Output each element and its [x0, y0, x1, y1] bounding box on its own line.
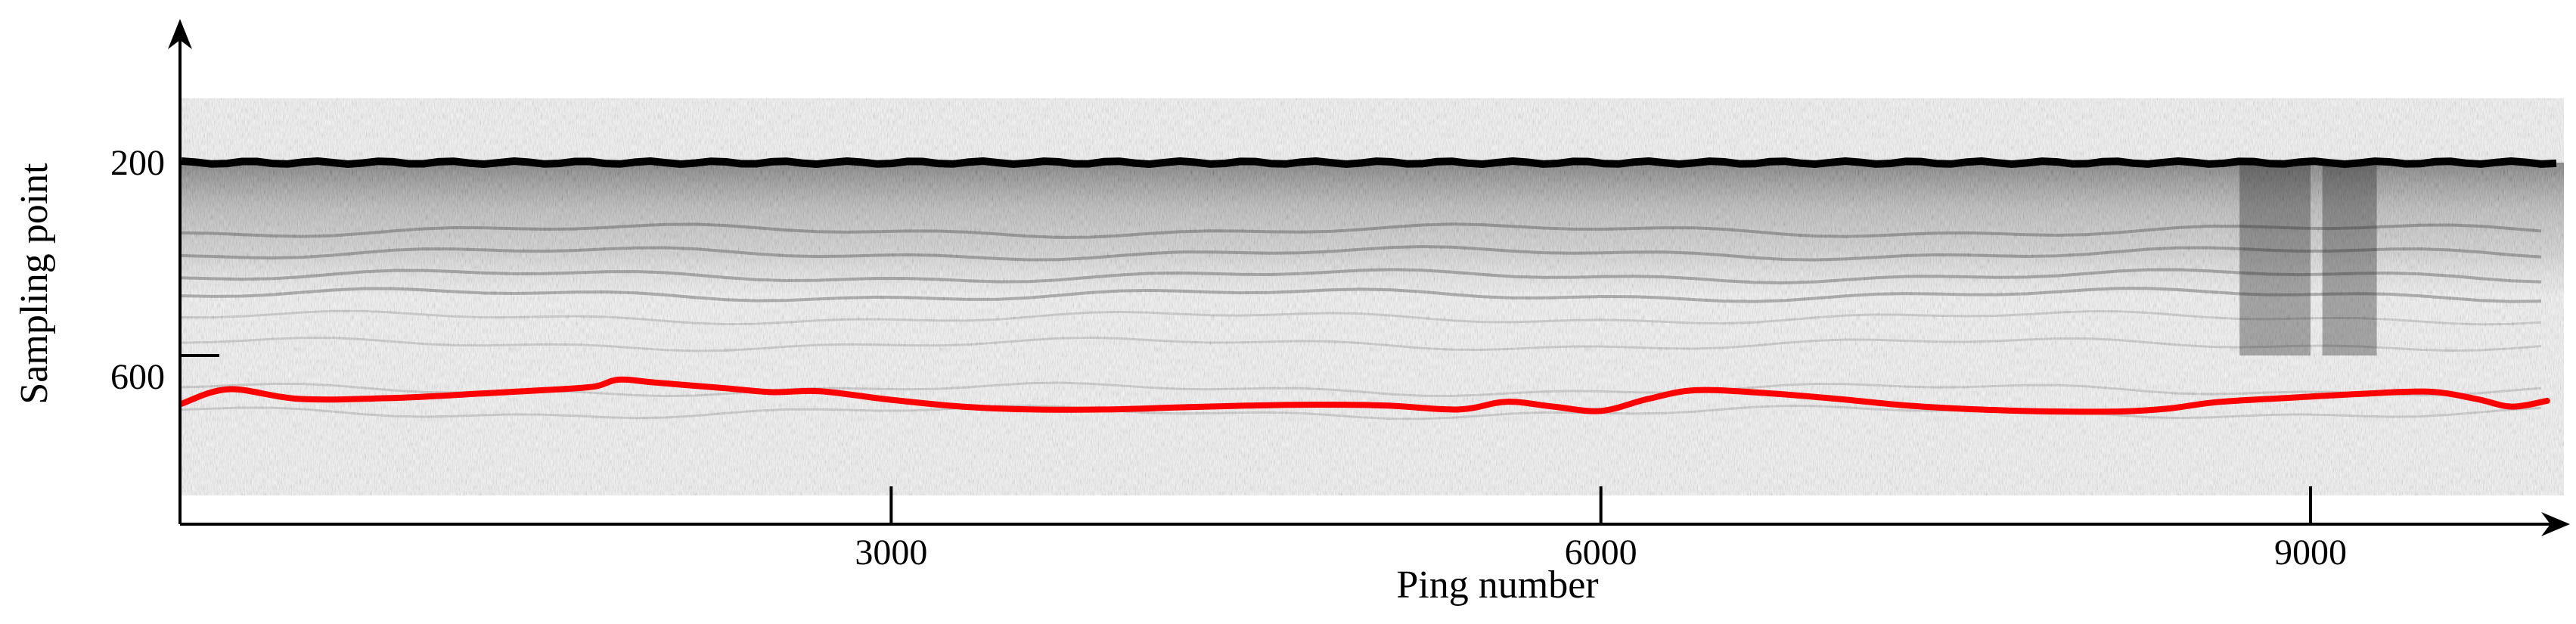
y-axis-arrowhead: [168, 19, 192, 49]
x-tick-label: 3000: [855, 532, 927, 573]
sediment-layer-line: [181, 309, 2542, 326]
surface-echo-line: [181, 157, 2557, 169]
x-axis-label: Ping number: [1396, 563, 1598, 607]
sediment-layer-line: [181, 222, 2542, 239]
dark-echo-patch: [2239, 163, 2311, 355]
sediment-layer-line: [181, 404, 2542, 421]
sediment-layer-line: [181, 287, 2542, 303]
sediment-layer-line: [181, 268, 2542, 285]
y-ticks: 200 600: [110, 143, 219, 397]
series-line-0: [178, 376, 2550, 415]
y-tick-label: 200: [110, 143, 165, 183]
sonar-echogram-background: [181, 98, 2564, 495]
y-axis-label: Sampling point: [13, 163, 56, 405]
sediment-layer-line: [181, 244, 2542, 262]
x-axis-arrowhead: [2541, 512, 2570, 536]
y-tick-label: 600: [110, 357, 165, 397]
axes: 3000 6000 9000 200 600: [110, 19, 2570, 573]
sediment-layer-line: [181, 336, 2542, 352]
dark-echo-patch: [2322, 163, 2377, 355]
series-layer: [178, 376, 2550, 415]
x-tick-label: 9000: [2274, 532, 2347, 573]
x-ticks: 3000 6000 9000: [855, 486, 2347, 573]
sediment-layer-line: [181, 381, 2542, 398]
sediment-layer-lines: [181, 222, 2542, 421]
x-tick-label: 6000: [1565, 532, 1637, 573]
